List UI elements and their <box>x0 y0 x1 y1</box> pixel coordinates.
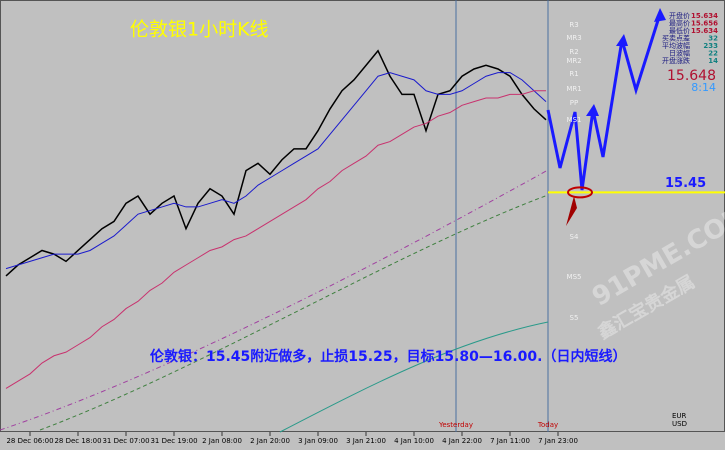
separator-label: Yesterday <box>438 421 473 429</box>
panel-value: 22 <box>708 50 718 58</box>
current-price: 15.648 <box>667 68 716 84</box>
panel-label: 日波幅 <box>669 49 690 58</box>
x-tick-label: 3 Jan 09:00 <box>298 437 338 445</box>
panel-label: 买卖点差 <box>662 34 690 43</box>
highlight <box>567 186 593 199</box>
arrow-head <box>586 104 599 116</box>
panel-value: 15.634 <box>691 12 718 20</box>
panel-label: 最低价 <box>669 26 690 35</box>
panel-value: 15.656 <box>691 20 718 28</box>
arrow-head <box>654 8 666 22</box>
x-tick-label: 4 Jan 10:00 <box>394 437 434 445</box>
pivot-label: MR2 <box>566 57 581 65</box>
x-tick-label: 31 Dec 07:00 <box>102 437 149 445</box>
x-tick-label: 7 Jan 11:00 <box>490 437 530 445</box>
level-label: 15.45 <box>665 176 706 191</box>
series-line <box>5 49 547 277</box>
x-tick-label: 2 Jan 08:00 <box>202 437 242 445</box>
panel-value: 32 <box>708 35 718 43</box>
pivot-label: R1 <box>569 70 578 78</box>
panel-label: 最高价 <box>669 19 690 28</box>
red-arrow <box>566 196 577 226</box>
panel-value: 15.634 <box>691 27 718 35</box>
series-line <box>5 72 547 270</box>
ma-dashdot <box>0 169 549 431</box>
x-tick-label: 28 Dec 06:00 <box>6 437 53 445</box>
x-tick-label: 3 Jan 21:00 <box>346 437 386 445</box>
pivot-label: R2 <box>569 48 578 56</box>
currency-label: EUR <box>672 412 687 420</box>
panel-value: 14 <box>708 57 718 65</box>
annotation: 伦敦银：15.45附近做多，止损15.25，目标15.80—16.00.（日内短… <box>150 348 626 365</box>
pivot-label: MS5 <box>567 273 582 281</box>
panel-value: 233 <box>703 42 718 50</box>
pivot-label: S5 <box>570 314 579 322</box>
ma-long <box>279 321 549 433</box>
x-tick-label: 28 Dec 18:00 <box>54 437 101 445</box>
pivot-label: S4 <box>570 233 579 241</box>
x-tick-label: 31 Dec 19:00 <box>150 437 197 445</box>
panel-label: 开盘价 <box>669 11 690 20</box>
separator-label: Today <box>537 421 558 429</box>
chart-title: 伦敦银1小时K线 <box>130 19 269 41</box>
currency-label: USD <box>672 420 687 428</box>
panel-label: 开盘涨跌 <box>662 56 690 65</box>
current-time: 8:14 <box>691 81 716 94</box>
x-tick-label: 4 Jan 22:00 <box>442 437 482 445</box>
ma-dashed <box>39 194 549 431</box>
pivot-label: R3 <box>569 21 578 29</box>
pivot-label: MS1 <box>567 116 582 124</box>
panel-label: 平均波幅 <box>662 41 690 50</box>
pivot-label: PP <box>570 99 578 107</box>
pivot-label: MR3 <box>566 34 581 42</box>
x-tick-label: 7 Jan 23:00 <box>538 437 578 445</box>
pivot-label: MR1 <box>566 85 581 93</box>
x-tick-label: 2 Jan 20:00 <box>250 437 290 445</box>
series-line <box>5 90 546 389</box>
arrow-head <box>616 34 628 46</box>
